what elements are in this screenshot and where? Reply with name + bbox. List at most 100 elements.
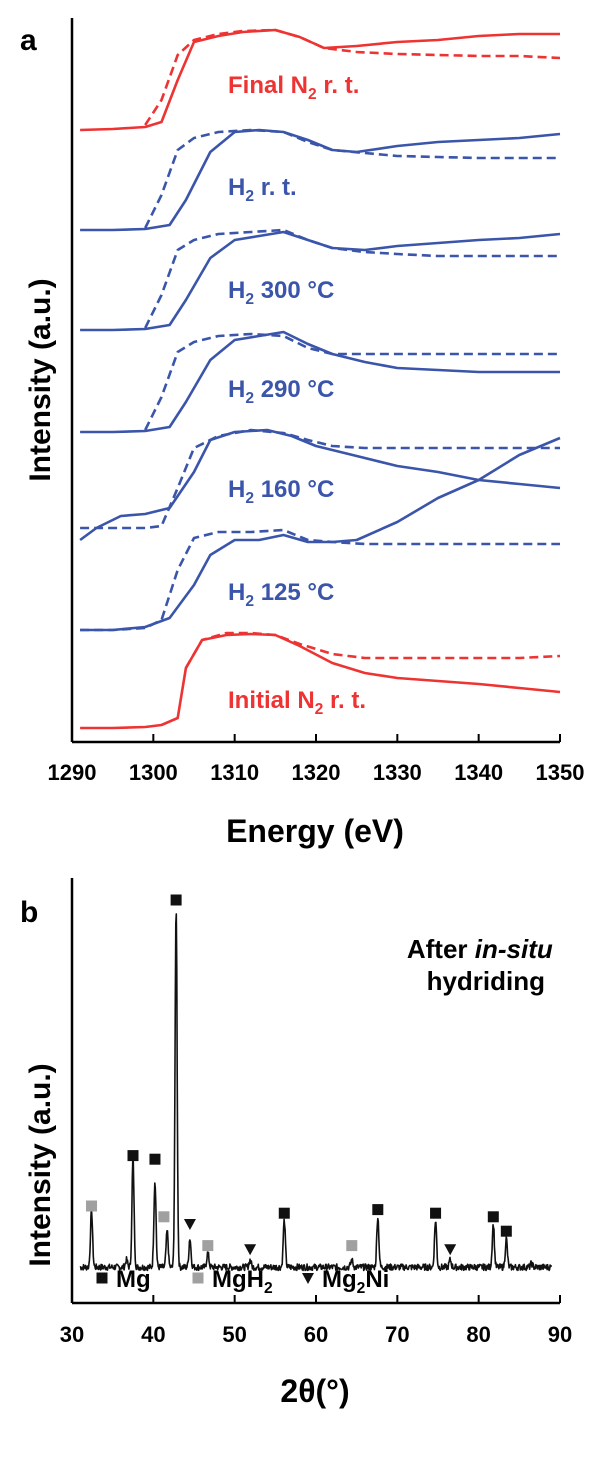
marker-mg2ni bbox=[444, 1244, 457, 1256]
series-label-h2-125-c-tail: 125 °C bbox=[254, 579, 334, 606]
series-label-h2-160-c-subscript: 2 bbox=[245, 490, 254, 507]
marker-mgh2 bbox=[346, 1240, 358, 1252]
x-tick-label: 90 bbox=[548, 1322, 572, 1347]
series-label-h2-290-c: H2 290 °C bbox=[228, 376, 334, 407]
legend-mgh2-main: MgH bbox=[212, 1266, 264, 1293]
spectrum-h2-300-c-solid bbox=[80, 230, 561, 332]
x-tick-label: 1350 bbox=[536, 760, 585, 785]
panel-b-label: b bbox=[20, 896, 38, 929]
xrd-pattern bbox=[79, 913, 553, 1272]
marker-mg bbox=[149, 1153, 161, 1165]
panel-a-y-axis-label: Intensity (a.u.) bbox=[24, 278, 57, 481]
marker-mg bbox=[96, 1272, 108, 1284]
annotation-line-1: After in-situ bbox=[407, 934, 553, 964]
series-label-final-n2-r-t-subscript: 2 bbox=[308, 86, 317, 103]
series-label-h2-r-t-main: H bbox=[228, 174, 245, 201]
series-label-h2-300-c-tail: 300 °C bbox=[254, 277, 334, 304]
x-tick-label: 1320 bbox=[292, 760, 341, 785]
series-label-h2-125-c-subscript: 2 bbox=[245, 593, 254, 610]
panel-b-phase-markers bbox=[86, 894, 512, 1256]
spectrum-h2-290-c-solid bbox=[80, 330, 560, 434]
panel-a-curves bbox=[79, 28, 561, 730]
x-tick-label: 1340 bbox=[454, 760, 503, 785]
spectrum-h2-r-t-dashed bbox=[144, 128, 560, 229]
series-label-final-n2-r-t-main: Final N bbox=[228, 72, 308, 99]
legend-mg2ni-tail: Ni bbox=[365, 1266, 389, 1293]
panel-a-x-ticks: 1290 1300 1310 1320 1330 1340 1350 bbox=[48, 734, 585, 785]
series-label-h2-125-c-main: H bbox=[228, 579, 245, 606]
panel-a-series-labels: Final N2 r. t.H2 r. t.H2 300 °CH2 290 °C… bbox=[228, 72, 366, 718]
series-label-initial-n2-r-t: Initial N2 r. t. bbox=[228, 687, 366, 718]
spectrum-initial-n2-r-t-dashed bbox=[184, 631, 561, 669]
spectrum-h2-160-c-solid bbox=[79, 428, 561, 542]
panel-b: b Intensity (a.u.) After in-situ hydridi… bbox=[20, 878, 572, 1409]
panel-b-annotation: After in-situ hydriding bbox=[407, 934, 560, 996]
series-label-final-n2-r-t: Final N2 r. t. bbox=[228, 72, 359, 103]
marker-mg bbox=[500, 1225, 512, 1237]
annotation-line-2: hydriding bbox=[427, 966, 545, 996]
spectrum-h2-160-c-dashed bbox=[80, 428, 560, 530]
marker-mg bbox=[487, 1211, 499, 1223]
annotation-after-text: After bbox=[407, 934, 475, 964]
legend-mgh2-subscript: 2 bbox=[264, 1280, 273, 1297]
marker-mg bbox=[170, 894, 182, 906]
x-tick-label: 80 bbox=[466, 1322, 490, 1347]
series-label-h2-160-c-main: H bbox=[228, 476, 245, 503]
series-label-h2-300-c: H2 300 °C bbox=[228, 277, 334, 308]
x-tick-label: 1330 bbox=[373, 760, 422, 785]
marker-mgh2 bbox=[202, 1240, 214, 1252]
x-tick-label: 50 bbox=[222, 1322, 246, 1347]
panel-b-legend: Mg MgH2 Mg2Ni bbox=[96, 1266, 389, 1297]
series-label-h2-290-c-tail: 290 °C bbox=[254, 376, 334, 403]
series-label-initial-n2-r-t-main: Initial N bbox=[228, 687, 315, 714]
marker-mg bbox=[278, 1207, 290, 1219]
marker-mg bbox=[430, 1207, 442, 1219]
marker-mgh2 bbox=[192, 1272, 204, 1284]
marker-mgh2 bbox=[86, 1200, 98, 1212]
series-label-h2-125-c: H2 125 °C bbox=[228, 579, 334, 610]
marker-mg bbox=[372, 1204, 384, 1216]
series-label-h2-r-t-tail: r. t. bbox=[254, 174, 297, 201]
series-label-initial-n2-r-t-subscript: 2 bbox=[315, 701, 324, 718]
spectrum-h2-300-c-dashed bbox=[144, 228, 560, 329]
panel-b-x-ticks: 30 40 50 60 70 80 90 bbox=[60, 1295, 572, 1347]
x-tick-label: 1310 bbox=[210, 760, 259, 785]
spectrum-h2-r-t-solid bbox=[80, 128, 561, 232]
series-label-h2-300-c-main: H bbox=[228, 277, 245, 304]
x-tick-label: 60 bbox=[304, 1322, 328, 1347]
panel-a: a Intensity (a.u.) Final N2 r. t.H2 r. t… bbox=[20, 18, 584, 849]
legend-mg-main: Mg bbox=[116, 1266, 151, 1293]
series-label-h2-160-c: H2 160 °C bbox=[228, 476, 334, 507]
legend-mg: Mg bbox=[116, 1266, 151, 1293]
legend-mg2ni-subscript: 2 bbox=[357, 1280, 366, 1297]
series-label-h2-300-c-subscript: 2 bbox=[245, 291, 254, 308]
panel-a-x-axis-label: Energy (eV) bbox=[226, 813, 404, 849]
panel-b-y-axis-label: Intensity (a.u.) bbox=[24, 1063, 57, 1266]
marker-mg bbox=[127, 1150, 139, 1162]
legend-mg2ni-main: Mg bbox=[322, 1266, 357, 1293]
spectrum-initial-n2-r-t-solid bbox=[80, 632, 561, 730]
marker-mg2ni bbox=[244, 1244, 257, 1256]
legend-mg2ni: Mg2Ni bbox=[322, 1266, 389, 1297]
spectrum-final-n2-r-t-dashed bbox=[144, 28, 561, 126]
series-label-h2-290-c-main: H bbox=[228, 376, 245, 403]
series-label-h2-290-c-subscript: 2 bbox=[245, 390, 254, 407]
marker-mg2ni bbox=[183, 1219, 196, 1230]
series-label-h2-r-t-subscript: 2 bbox=[245, 188, 254, 205]
series-label-h2-r-t: H2 r. t. bbox=[228, 174, 297, 205]
x-tick-label: 1300 bbox=[129, 760, 178, 785]
annotation-in-situ-text: in-situ bbox=[475, 934, 553, 964]
marker-mg2ni bbox=[302, 1273, 314, 1284]
panel-b-x-axis-label: 2θ(°) bbox=[280, 1373, 349, 1409]
x-tick-label: 70 bbox=[385, 1322, 409, 1347]
spectrum-h2-290-c-dashed bbox=[144, 332, 560, 431]
x-tick-label: 1290 bbox=[48, 760, 97, 785]
x-tick-label: 40 bbox=[141, 1322, 165, 1347]
spectrum-h2-125-c-solid bbox=[80, 436, 561, 632]
series-label-h2-160-c-tail: 160 °C bbox=[254, 476, 334, 503]
x-tick-label: 30 bbox=[60, 1322, 84, 1347]
legend-mgh2: MgH2 bbox=[212, 1266, 273, 1297]
series-label-final-n2-r-t-tail: r. t. bbox=[317, 72, 360, 99]
spectrum-h2-125-c-dashed bbox=[80, 528, 560, 632]
